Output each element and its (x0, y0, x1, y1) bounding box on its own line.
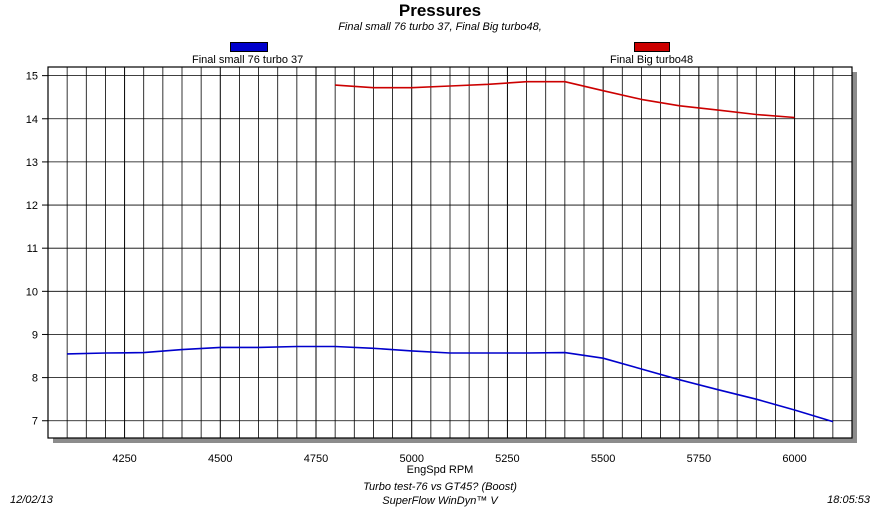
y-tick-label: 13 (26, 157, 38, 169)
footer-test-name: Turbo test-76 vs GT45? (Boost) (363, 481, 517, 493)
x-tick-label: 4250 (112, 453, 136, 465)
x-tick-label: 4500 (208, 453, 232, 465)
x-tick-label: 4750 (304, 453, 328, 465)
chart-title: Pressures (398, 1, 482, 20)
x-tick-label: 5250 (495, 453, 519, 465)
x-tick-label: 5000 (399, 453, 423, 465)
footer-app-name: SuperFlow WinDyn™ V (382, 495, 498, 507)
series-line-2 (335, 80, 795, 119)
x-axis-label: EngSpd RPM (406, 464, 474, 476)
legend-label-series-2: Final Big turbo48 (610, 54, 694, 66)
y-tick-label: 15 (26, 71, 38, 83)
x-tick-label: 6000 (782, 453, 806, 465)
legend-swatch-series-2 (634, 42, 670, 52)
y-tick-label: 8 (32, 373, 38, 385)
footer-date: 12/02/13 (10, 494, 53, 506)
y-tick-label: 9 (32, 329, 38, 341)
y-tick-label: 12 (26, 200, 38, 212)
y-tick-label: 14 (26, 114, 38, 126)
series-line-1 (67, 345, 834, 423)
x-tick-label: 5500 (591, 453, 615, 465)
plot-border (47, 66, 853, 439)
y-tick-label: 7 (32, 416, 38, 428)
legend-label-series-1: Final small 76 turbo 37 (192, 54, 304, 66)
chart-subtitle: Final small 76 turbo 37, Final Big turbo… (338, 21, 542, 33)
legend-swatch-series-1 (230, 42, 268, 52)
x-tick-label: 5750 (687, 453, 711, 465)
footer-time: 18:05:53 (827, 494, 870, 506)
y-tick-label: 11 (27, 243, 38, 255)
y-tick-label: 10 (26, 286, 38, 298)
